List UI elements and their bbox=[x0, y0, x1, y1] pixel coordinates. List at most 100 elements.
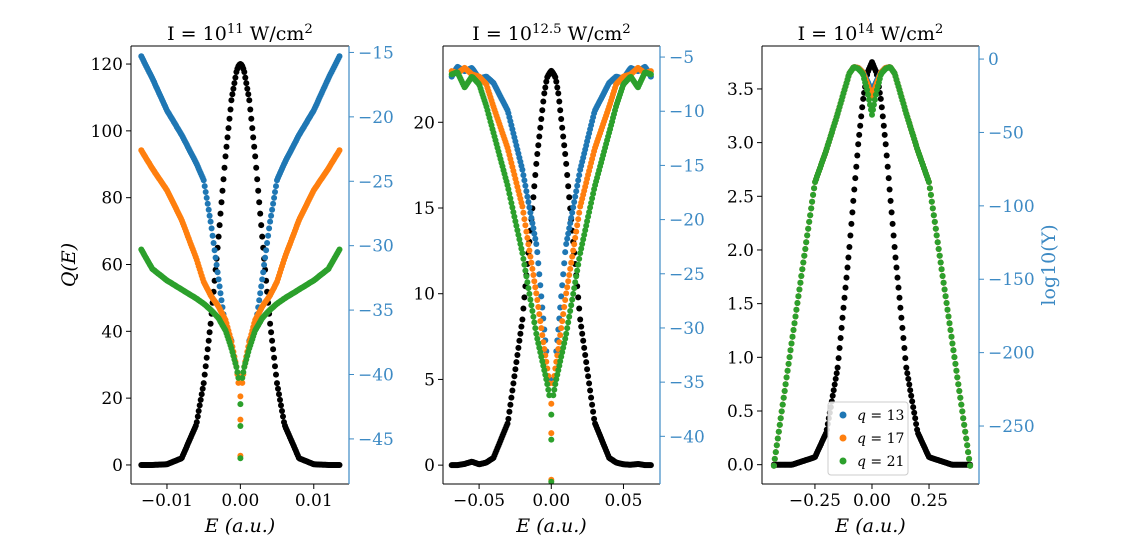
data-point-Q bbox=[587, 387, 594, 394]
data-point-q21 bbox=[538, 353, 545, 360]
data-point-Q bbox=[583, 359, 590, 366]
data-point-q21 bbox=[778, 408, 785, 415]
data-point-q21 bbox=[869, 111, 875, 118]
data-point-q21 bbox=[927, 191, 934, 198]
data-point-q17 bbox=[527, 253, 534, 260]
data-point-q13 bbox=[566, 225, 573, 232]
data-point-q13 bbox=[270, 200, 277, 207]
data-point-q21 bbox=[565, 319, 572, 326]
data-point-q21 bbox=[946, 320, 953, 327]
y-right-tick-label: −200 bbox=[988, 344, 1035, 364]
data-point-Q bbox=[913, 421, 920, 427]
data-point-q13 bbox=[200, 177, 207, 184]
data-point-q21 bbox=[548, 436, 555, 443]
data-point-q21 bbox=[932, 225, 939, 232]
data-point-Q bbox=[896, 294, 903, 301]
data-point-q13 bbox=[529, 220, 536, 227]
data-point-Q bbox=[906, 381, 913, 388]
data-point-q21 bbox=[793, 306, 800, 313]
data-point-q21 bbox=[790, 327, 797, 333]
data-point-Q bbox=[882, 141, 889, 148]
data-point-Q bbox=[205, 337, 212, 344]
data-point-q17 bbox=[532, 284, 539, 291]
y-tick-label: 5 bbox=[424, 370, 435, 390]
y-right-tick-label: −15 bbox=[358, 43, 394, 63]
data-point-Q bbox=[878, 104, 885, 111]
data-point-q21 bbox=[871, 96, 878, 103]
data-point-Q bbox=[554, 84, 561, 91]
data-point-q13 bbox=[272, 189, 278, 195]
data-point-q21 bbox=[958, 401, 965, 408]
data-point-q13 bbox=[256, 297, 263, 304]
y-tick-label: 0 bbox=[424, 456, 435, 476]
title-unit: W/cm bbox=[874, 23, 935, 45]
data-point-Q bbox=[843, 274, 850, 281]
title-prefix: I = 10 bbox=[167, 23, 227, 45]
data-point-q13 bbox=[527, 209, 534, 216]
data-point-Q bbox=[509, 387, 516, 394]
data-point-q17 bbox=[563, 290, 570, 297]
data-point-q21 bbox=[519, 250, 526, 257]
data-point-Q bbox=[519, 316, 526, 323]
data-point-Q bbox=[590, 408, 597, 415]
data-point-q21 bbox=[772, 449, 779, 456]
data-point-q21 bbox=[577, 250, 584, 257]
data-point-Q bbox=[897, 304, 904, 311]
subplot-title: I = 1014 W/cm2 bbox=[798, 22, 944, 45]
data-point-q21 bbox=[541, 367, 548, 374]
data-point-Q bbox=[252, 153, 259, 160]
title-exp: 11 bbox=[227, 22, 244, 37]
data-point-q21 bbox=[964, 442, 971, 449]
data-point-q21 bbox=[799, 266, 806, 273]
data-point-q13 bbox=[537, 282, 544, 289]
legend-value: 13 bbox=[887, 408, 905, 424]
data-point-Q bbox=[881, 131, 888, 138]
y-right-tick-label: −35 bbox=[669, 373, 705, 393]
data-point-q21 bbox=[507, 195, 514, 202]
x-tick-label: 0.00 bbox=[221, 491, 259, 511]
data-point-Q bbox=[903, 364, 910, 371]
title-exp: 14 bbox=[857, 22, 874, 37]
data-point-Q bbox=[588, 394, 595, 401]
data-point-Q bbox=[844, 264, 851, 271]
data-point-q21 bbox=[531, 319, 538, 326]
data-point-Q bbox=[842, 284, 849, 291]
data-point-q17 bbox=[569, 253, 576, 260]
data-point-Q bbox=[218, 199, 225, 206]
data-point-Q bbox=[193, 419, 200, 426]
data-point-q13 bbox=[564, 235, 571, 242]
data-point-q13 bbox=[267, 218, 274, 225]
data-point-Q bbox=[853, 163, 860, 170]
data-point-Q bbox=[539, 107, 546, 114]
y-tick-label: 15 bbox=[413, 199, 435, 219]
legend-entry: q = 17 bbox=[857, 431, 904, 447]
data-point-q13 bbox=[215, 276, 222, 283]
data-point-Q bbox=[841, 294, 848, 301]
data-point-q13 bbox=[567, 220, 574, 227]
legend-value: 21 bbox=[887, 454, 905, 470]
series-q21 bbox=[448, 69, 654, 485]
data-point-q13 bbox=[202, 189, 209, 195]
x-tick-label: −0.25 bbox=[789, 491, 841, 511]
data-point-Q bbox=[336, 462, 343, 468]
data-point-q21 bbox=[788, 340, 795, 347]
data-point-q13 bbox=[264, 240, 271, 246]
data-point-q13 bbox=[560, 271, 567, 278]
data-point-q21 bbox=[938, 266, 945, 273]
data-point-q21 bbox=[506, 190, 513, 197]
y-tick-label: 2.5 bbox=[727, 187, 754, 207]
data-point-q13 bbox=[523, 188, 530, 195]
data-point-q13 bbox=[528, 214, 535, 221]
data-point-q13 bbox=[562, 249, 569, 256]
data-point-q13 bbox=[573, 188, 580, 195]
data-point-q17 bbox=[536, 311, 543, 318]
data-point-q13 bbox=[522, 182, 529, 189]
data-point-q17 bbox=[537, 318, 544, 325]
data-point-q21 bbox=[872, 91, 879, 98]
data-point-Q bbox=[198, 391, 205, 398]
data-point-q21 bbox=[925, 179, 932, 185]
data-point-Q bbox=[242, 74, 249, 81]
data-point-Q bbox=[849, 209, 856, 216]
data-point-q21 bbox=[587, 204, 594, 211]
data-point-q17 bbox=[529, 265, 536, 272]
